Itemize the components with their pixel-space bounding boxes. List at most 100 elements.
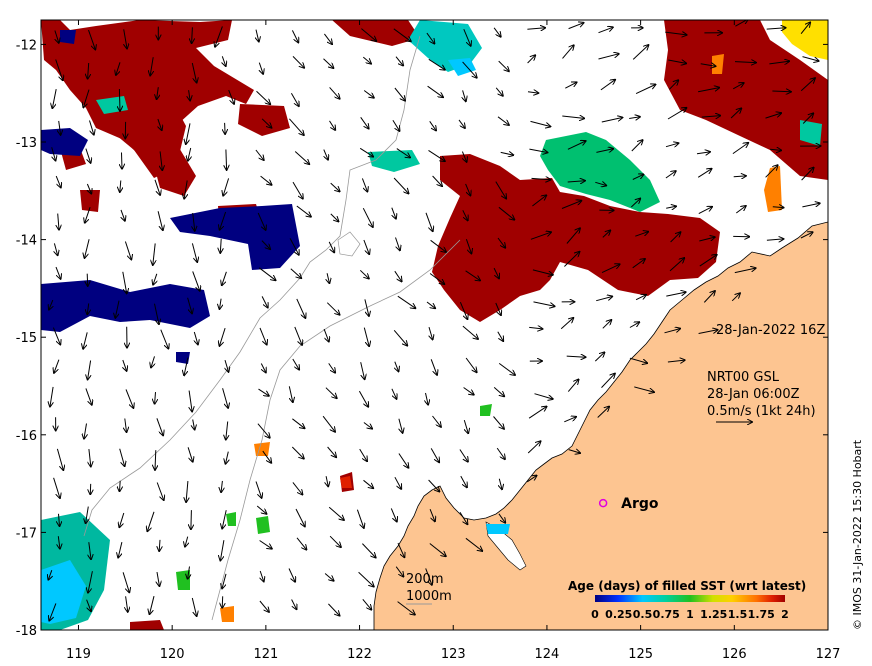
current-arrow bbox=[85, 239, 90, 258]
y-tick-label: -15 bbox=[16, 331, 37, 346]
current-time-label: 28-Jan 06:00Z bbox=[707, 387, 800, 402]
current-arrow bbox=[602, 320, 612, 329]
current-arrow bbox=[184, 180, 187, 199]
current-arrow bbox=[323, 328, 329, 341]
current-arrow bbox=[296, 205, 311, 217]
current-arrow bbox=[770, 149, 781, 150]
current-arrow bbox=[124, 241, 131, 260]
current-arrow bbox=[765, 165, 778, 178]
current-arrow bbox=[533, 301, 555, 306]
current-arrow bbox=[154, 179, 160, 195]
current-arrow bbox=[185, 536, 188, 547]
current-arrow bbox=[766, 28, 786, 29]
current-arrow bbox=[598, 27, 613, 34]
current-arrow bbox=[463, 29, 471, 46]
current-arrow bbox=[256, 505, 266, 514]
current-arrow bbox=[392, 207, 396, 219]
sst-patches-warm bbox=[220, 20, 828, 622]
current-arrow bbox=[732, 83, 743, 90]
y-tick-label: -13 bbox=[16, 136, 37, 151]
current-arrow bbox=[260, 570, 264, 581]
current-arrow bbox=[634, 386, 654, 392]
current-arrow bbox=[426, 392, 429, 405]
current-arrow bbox=[532, 269, 553, 275]
current-arrow bbox=[391, 388, 397, 399]
current-arrow bbox=[800, 23, 810, 35]
current-arrow bbox=[426, 301, 435, 308]
current-arrow bbox=[220, 211, 227, 230]
current-arrow bbox=[428, 58, 445, 69]
current-arrow bbox=[362, 56, 371, 64]
current-arrow bbox=[733, 176, 746, 177]
x-tick-label: 127 bbox=[816, 647, 841, 662]
current-arrow bbox=[629, 357, 647, 363]
current-arrow bbox=[568, 23, 584, 30]
current-arrow bbox=[666, 292, 685, 297]
current-arrow bbox=[566, 356, 586, 357]
current-arrow bbox=[631, 140, 643, 152]
y-tick-label: -14 bbox=[16, 234, 37, 249]
current-arrow bbox=[158, 118, 162, 130]
current-arrow bbox=[632, 259, 645, 269]
current-arrow bbox=[701, 116, 720, 118]
current-arrow bbox=[296, 298, 306, 318]
current-arrow bbox=[256, 90, 271, 104]
current-arrow bbox=[289, 238, 299, 254]
current-arrow bbox=[495, 302, 501, 315]
current-arrow bbox=[328, 241, 334, 253]
current-arrow bbox=[292, 358, 299, 370]
current-arrow bbox=[465, 357, 477, 372]
current-arrow bbox=[363, 90, 374, 98]
current-arrow bbox=[765, 113, 782, 119]
current-arrow bbox=[292, 181, 303, 199]
current-arrow bbox=[119, 88, 120, 111]
current-arrow bbox=[262, 450, 271, 463]
current-arrow bbox=[327, 446, 337, 457]
current-arrow bbox=[698, 207, 712, 215]
product-label: NRT00 GSL bbox=[707, 370, 780, 385]
current-arrow bbox=[155, 392, 156, 404]
current-arrow bbox=[147, 511, 155, 531]
current-arrow bbox=[395, 237, 400, 251]
current-arrow bbox=[326, 302, 339, 315]
current-arrow bbox=[290, 268, 301, 278]
current-arrow bbox=[84, 423, 87, 439]
current-arrow bbox=[462, 151, 466, 162]
current-arrow bbox=[324, 149, 328, 160]
current-arrow bbox=[560, 318, 573, 330]
current-arrow bbox=[395, 361, 399, 372]
current-arrow bbox=[150, 595, 155, 614]
current-arrow bbox=[463, 90, 466, 101]
current-arrow bbox=[188, 147, 191, 161]
y-tick-label: -17 bbox=[16, 526, 37, 541]
current-arrow bbox=[498, 362, 515, 375]
current-arrow bbox=[48, 570, 51, 579]
current-arrow bbox=[561, 201, 581, 209]
legend-tick-label: 0.75 bbox=[653, 608, 680, 621]
current-arrow bbox=[329, 87, 340, 98]
current-arrow bbox=[193, 419, 195, 430]
current-arrow bbox=[363, 479, 374, 488]
argo-label: Argo bbox=[621, 496, 659, 512]
current-arrow bbox=[157, 572, 159, 586]
current-arrow bbox=[800, 78, 815, 92]
current-arrow bbox=[261, 296, 268, 307]
current-arrow bbox=[460, 475, 467, 487]
legend-tick-label: 0.25 bbox=[605, 608, 632, 621]
current-arrow bbox=[430, 359, 437, 375]
current-arrow bbox=[259, 62, 263, 74]
current-arrow bbox=[255, 481, 262, 498]
current-arrow bbox=[290, 93, 298, 106]
x-tick-label: 125 bbox=[628, 647, 653, 662]
current-arrow bbox=[223, 178, 230, 195]
current-arrow bbox=[189, 390, 192, 412]
current-arrow bbox=[696, 152, 710, 154]
current-arrow bbox=[699, 237, 714, 242]
current-arrow bbox=[363, 422, 372, 429]
current-arrow bbox=[428, 149, 445, 161]
current-arrow bbox=[363, 239, 369, 254]
current-arrow bbox=[291, 446, 304, 459]
current-arrow bbox=[119, 448, 125, 466]
current-arrow bbox=[50, 386, 53, 407]
date-label: 28-Jan-2022 16Z bbox=[716, 323, 825, 338]
